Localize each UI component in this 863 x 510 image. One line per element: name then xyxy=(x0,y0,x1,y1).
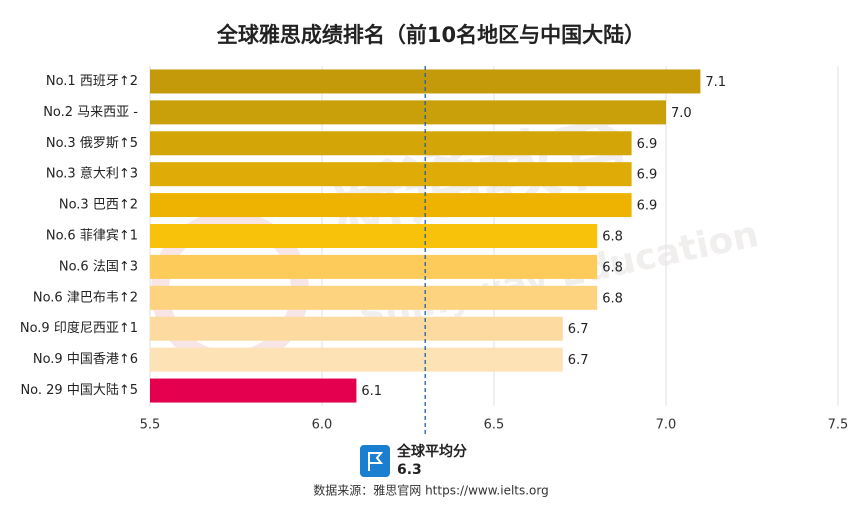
bar xyxy=(150,162,632,187)
x-tick-label: 6.5 xyxy=(484,418,505,433)
y-tick-label: No.3 俄罗斯↑5 xyxy=(46,136,138,151)
bar xyxy=(150,224,598,248)
reference-value: 6.3 xyxy=(397,462,422,478)
x-tick-label: 5.5 xyxy=(140,418,161,433)
bar xyxy=(150,131,632,156)
flag-icon xyxy=(360,445,390,477)
y-tick-label: No.6 津巴布韦↑2 xyxy=(33,290,138,305)
bar xyxy=(150,347,563,372)
y-tick-label: No.9 中国香港↑6 xyxy=(33,352,138,367)
source: 数据来源：雅思官网 https://www.ielts.org xyxy=(313,483,549,498)
bar xyxy=(150,100,666,125)
value-label: 7.0 xyxy=(671,106,692,121)
y-tick-label: No.6 法国↑3 xyxy=(59,259,138,274)
y-tick-label: No.9 印度尼西亚↑1 xyxy=(20,320,138,336)
bar xyxy=(150,193,632,218)
y-tick-label: No.3 意大利↑3 xyxy=(46,166,138,182)
value-label: 6.9 xyxy=(637,199,658,214)
y-tick-label: No.2 马来西亚 - xyxy=(43,105,138,120)
flag-glyph xyxy=(368,452,384,471)
y-tick-label: No.3 巴西↑2 xyxy=(59,198,138,213)
value-label: 6.7 xyxy=(568,353,589,368)
bar xyxy=(150,254,598,279)
value-label: 6.9 xyxy=(637,137,658,152)
chart-title: 全球雅思成绩排名（前10名地区与中国大陆） xyxy=(216,23,645,47)
y-tick-label: No. 29 中国大陆↑5 xyxy=(20,382,138,398)
value-label: 7.1 xyxy=(705,75,726,90)
x-tick-label: 7.0 xyxy=(656,418,677,433)
value-label: 6.7 xyxy=(568,322,589,337)
plot: 5.5 6.0 6.5 7.0 7.5 No.1 西班牙↑2 7.1 No.2 马来西亚 - 7… xyxy=(20,66,849,434)
value-label: 6.8 xyxy=(602,260,623,275)
y-tick-label: No.1 西班牙↑2 xyxy=(46,74,138,89)
value-label: 6.8 xyxy=(602,230,623,245)
x-tick-label: 7.5 xyxy=(828,418,849,433)
reference-label: 全球平均分 xyxy=(396,443,467,460)
y-tick-label: No.6 菲律宾↑1 xyxy=(46,228,138,244)
value-label: 6.8 xyxy=(602,291,623,306)
bar xyxy=(150,285,598,310)
value-label: 6.1 xyxy=(361,384,382,399)
value-label: 6.9 xyxy=(637,168,658,183)
bar xyxy=(150,316,563,341)
x-tick-label: 6.0 xyxy=(312,418,333,433)
bar xyxy=(150,378,357,403)
